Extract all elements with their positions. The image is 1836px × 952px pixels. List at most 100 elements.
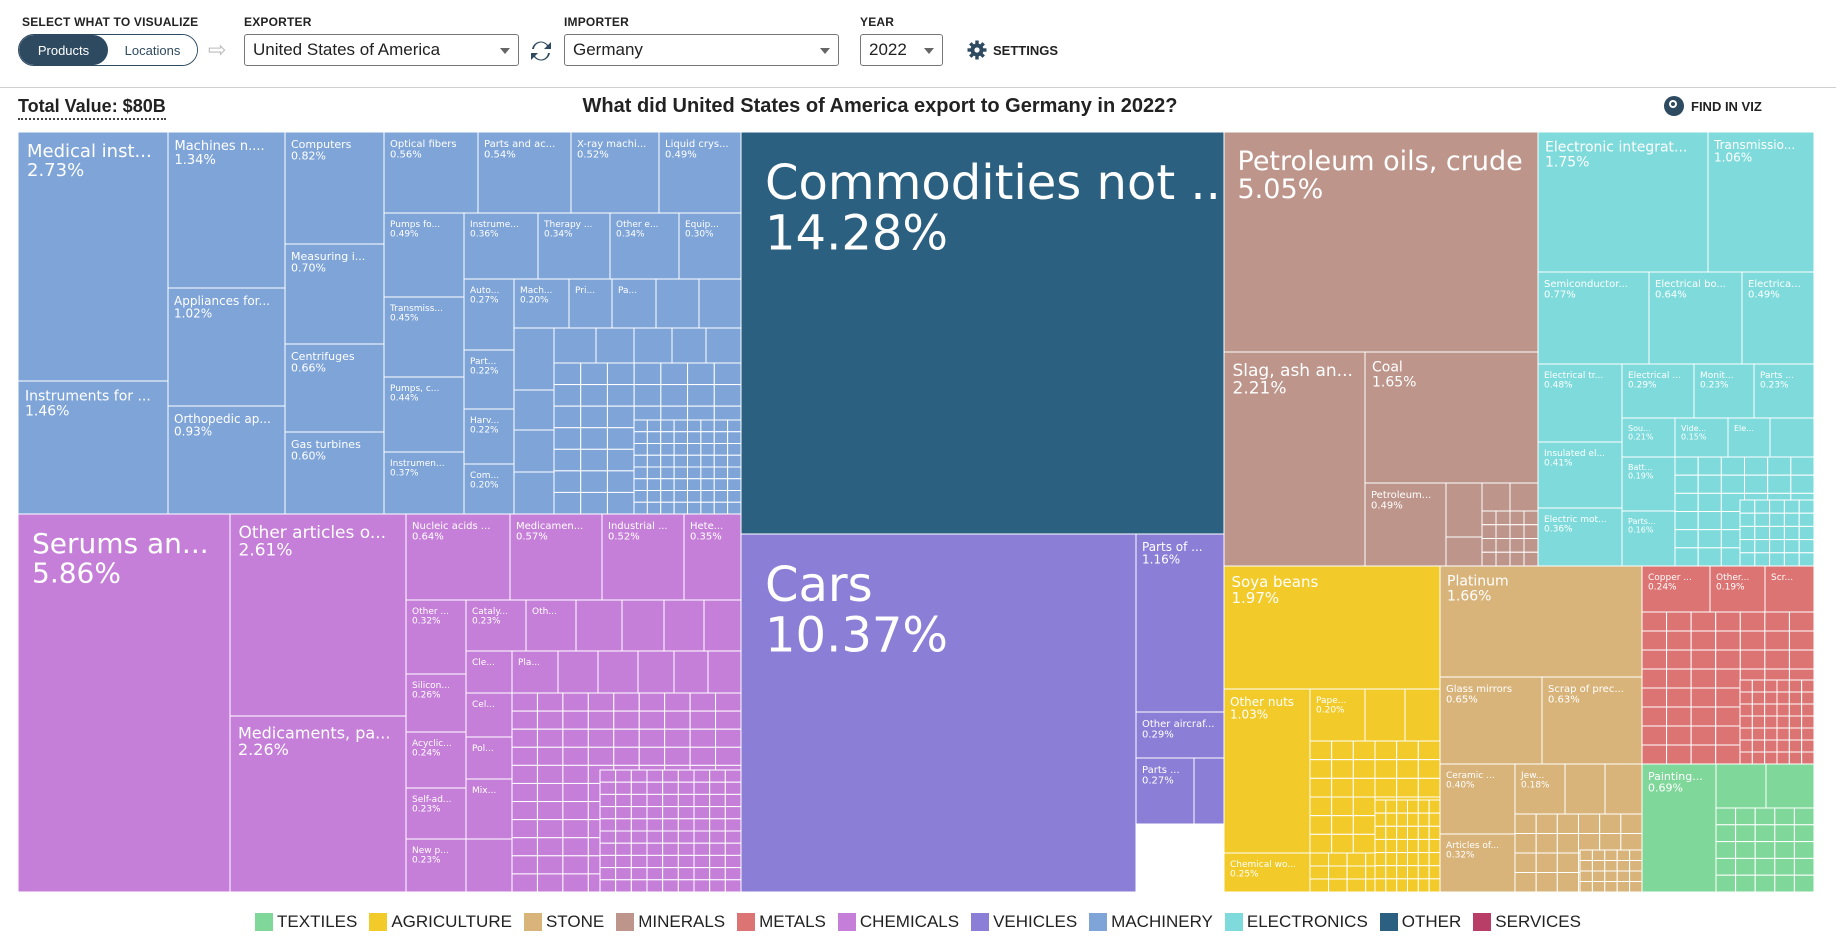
- legend-item-other[interactable]: OTHER: [1379, 912, 1461, 932]
- treemap-small-cell[interactable]: [615, 818, 632, 832]
- treemap-small-cell[interactable]: [1407, 878, 1419, 892]
- treemap-small-cell[interactable]: [677, 854, 695, 869]
- treemap-small-cell[interactable]: [553, 362, 582, 386]
- treemap-small-cell[interactable]: [1666, 630, 1692, 651]
- treemap-small-cell[interactable]: [1751, 703, 1766, 717]
- treemap-small-cell[interactable]: [1720, 456, 1746, 476]
- treemap-small-cell[interactable]: [553, 384, 582, 407]
- treemap-small-cell[interactable]: [1407, 852, 1419, 867]
- treemap-small-cell[interactable]: [713, 431, 729, 444]
- treemap-small-cell[interactable]: [1666, 725, 1692, 746]
- treemap-small-cell[interactable]: [1579, 860, 1593, 872]
- treemap-small-cell[interactable]: [1769, 512, 1785, 527]
- treemap-small-cell[interactable]: [1328, 878, 1348, 892]
- treemap-small-cell[interactable]: [587, 728, 615, 748]
- treemap-small-cell[interactable]: [1788, 630, 1814, 651]
- treemap-cell[interactable]: [1769, 417, 1814, 458]
- treemap-small-cell[interactable]: [1764, 703, 1778, 717]
- treemap-small-cell[interactable]: [1620, 813, 1643, 834]
- treemap-small-cell[interactable]: [1788, 727, 1803, 741]
- treemap-small-cell[interactable]: [709, 818, 726, 832]
- treemap-small-cell[interactable]: [580, 448, 608, 472]
- treemap-cell[interactable]: [513, 278, 570, 329]
- treemap-small-cell[interactable]: [1535, 852, 1558, 873]
- treemap-small-cell[interactable]: [511, 764, 538, 784]
- importer-select[interactable]: Germany: [564, 34, 839, 66]
- treemap-small-cell[interactable]: [677, 769, 695, 783]
- treemap-small-cell[interactable]: [1374, 852, 1387, 867]
- treemap-small-cell[interactable]: [1798, 552, 1814, 567]
- treemap-small-cell[interactable]: [660, 501, 675, 515]
- treemap-small-cell[interactable]: [1417, 838, 1430, 854]
- treemap-small-cell[interactable]: [660, 431, 675, 444]
- treemap-small-cell[interactable]: [1790, 456, 1814, 476]
- treemap-cell[interactable]: [465, 692, 513, 738]
- treemap-small-cell[interactable]: [727, 501, 742, 515]
- treemap-cell[interactable]: [284, 431, 385, 515]
- treemap-small-cell[interactable]: [1535, 833, 1558, 854]
- treemap-small-cell[interactable]: [1309, 740, 1333, 761]
- treemap-small-cell[interactable]: [630, 842, 648, 856]
- treemap-small-cell[interactable]: [606, 448, 635, 472]
- treemap-small-cell[interactable]: [1751, 691, 1766, 705]
- treemap-small-cell[interactable]: [599, 769, 617, 783]
- treemap-small-cell[interactable]: [715, 728, 742, 748]
- treemap-cell[interactable]: [1621, 417, 1676, 458]
- treemap-small-cell[interactable]: [1514, 852, 1537, 873]
- treemap-small-cell[interactable]: [1481, 538, 1497, 553]
- treemap-small-cell[interactable]: [1629, 849, 1643, 861]
- treemap-small-cell[interactable]: [1428, 865, 1441, 880]
- treemap-cell[interactable]: [658, 132, 742, 214]
- treemap-cell[interactable]: [1648, 271, 1743, 365]
- treemap-small-cell[interactable]: [1751, 739, 1766, 753]
- treemap-small-cell[interactable]: [1798, 512, 1814, 527]
- treemap-small-cell[interactable]: [1396, 812, 1408, 827]
- treemap-small-cell[interactable]: [687, 362, 715, 386]
- treemap-small-cell[interactable]: [1690, 630, 1717, 651]
- treemap-small-cell[interactable]: [1666, 706, 1692, 727]
- treemap-small-cell[interactable]: [1715, 857, 1737, 876]
- treemap-small-cell[interactable]: [727, 490, 742, 503]
- treemap-small-cell[interactable]: [660, 478, 675, 491]
- treemap-small-cell[interactable]: [1428, 825, 1441, 840]
- treemap-small-cell[interactable]: [660, 454, 675, 468]
- treemap-small-cell[interactable]: [1396, 759, 1419, 779]
- treemap-small-cell[interactable]: [713, 362, 742, 386]
- treemap-small-cell[interactable]: [1374, 812, 1387, 827]
- treemap-cell[interactable]: [1537, 271, 1650, 365]
- treemap-cell[interactable]: [284, 132, 385, 245]
- treemap-small-cell[interactable]: [1374, 740, 1398, 761]
- treemap-small-cell[interactable]: [660, 362, 689, 386]
- treemap-small-cell[interactable]: [1346, 852, 1367, 867]
- treemap-cell[interactable]: [1621, 456, 1676, 512]
- treemap-small-cell[interactable]: [633, 362, 662, 386]
- treemap-small-cell[interactable]: [646, 466, 662, 480]
- treemap-cell[interactable]: [1753, 363, 1814, 419]
- treemap-small-cell[interactable]: [562, 837, 589, 857]
- treemap-small-cell[interactable]: [1697, 547, 1722, 567]
- treemap-small-cell[interactable]: [709, 830, 726, 844]
- treemap-small-cell[interactable]: [553, 470, 582, 493]
- treemap-small-cell[interactable]: [1481, 551, 1497, 567]
- treemap-small-cell[interactable]: [646, 806, 664, 820]
- treemap-cell[interactable]: [740, 132, 1225, 535]
- legend-item-chemicals[interactable]: CHEMICALS: [837, 912, 959, 932]
- treemap-small-cell[interactable]: [1739, 630, 1766, 651]
- legend-item-electronics[interactable]: ELECTRONICS: [1224, 912, 1368, 932]
- treemap-small-cell[interactable]: [700, 431, 715, 444]
- treemap-small-cell[interactable]: [1556, 872, 1580, 893]
- treemap-cell[interactable]: [1621, 510, 1676, 567]
- treemap-small-cell[interactable]: [646, 501, 662, 515]
- treemap-small-cell[interactable]: [630, 867, 648, 881]
- treemap-small-cell[interactable]: [1495, 538, 1511, 553]
- treemap-small-cell[interactable]: [713, 419, 729, 433]
- treemap-small-cell[interactable]: [1309, 852, 1330, 867]
- treemap-small-cell[interactable]: [1776, 727, 1790, 741]
- treemap-small-cell[interactable]: [1697, 511, 1722, 531]
- treemap-small-cell[interactable]: [1697, 456, 1722, 476]
- treemap-small-cell[interactable]: [673, 454, 688, 468]
- treemap-cell[interactable]: [465, 599, 527, 652]
- treemap-small-cell[interactable]: [1788, 703, 1803, 717]
- treemap-small-cell[interactable]: [724, 793, 742, 808]
- treemap-small-cell[interactable]: [693, 854, 711, 869]
